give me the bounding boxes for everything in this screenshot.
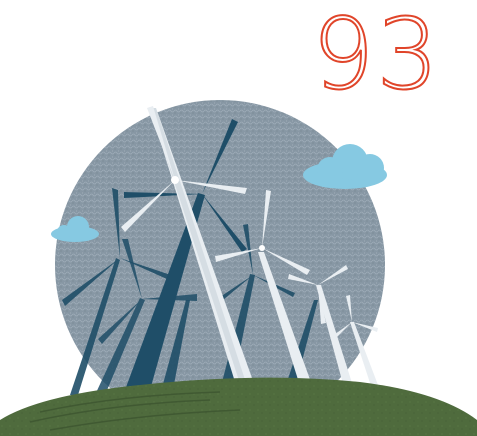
cloud-icon <box>303 144 387 189</box>
cloud-icon <box>51 216 99 242</box>
wind-turbine-icon <box>331 295 378 386</box>
page-number: 93 <box>311 0 440 119</box>
wind-turbine-icon <box>62 188 180 395</box>
wind-turbine-icon <box>121 106 258 398</box>
wind-turbine-icon <box>124 119 247 390</box>
hill-icon <box>0 377 477 436</box>
page-number-text: 93 <box>312 4 432 104</box>
hill-icon <box>29 391 241 431</box>
page-number-glyphs: 93 <box>311 0 440 113</box>
wind-turbine-icon <box>95 239 197 395</box>
wind-turbine-icon <box>288 265 352 384</box>
wind-turbine-icon <box>215 190 312 386</box>
